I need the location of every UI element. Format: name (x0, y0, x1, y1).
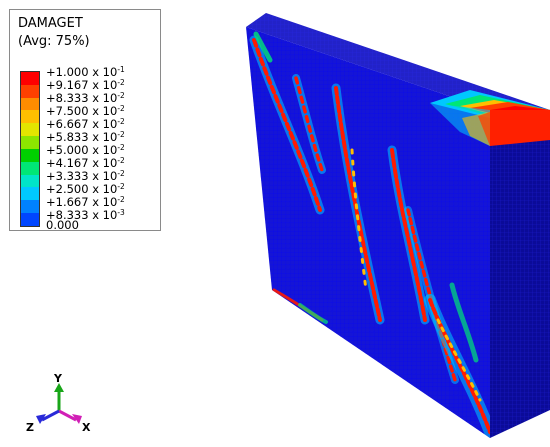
legend-value-labels: +1.000 x 10-1 +9.167 x 10-2 +8.333 x 10-2 +… (46, 63, 158, 232)
legend-value-label: +1.667 x 10-2 (46, 195, 125, 209)
legend-value-label: +1.000 x 10-1 (46, 65, 125, 79)
y-axis-label: Y (53, 372, 63, 385)
legend-swatch (21, 110, 39, 124)
legend-color-bar (20, 71, 40, 227)
plate-model[interactable] (246, 13, 550, 438)
axis-triad: Y X Z (26, 372, 91, 434)
legend-variable-name: DAMAGET (18, 16, 83, 31)
z-axis-arrow (41, 409, 60, 422)
legend-value-label: +5.833 x 10-2 (46, 130, 125, 144)
legend-swatch (21, 148, 39, 162)
corner-damage-zone (430, 90, 550, 146)
legend-value-label: +6.667 x 10-2 (46, 117, 125, 131)
legend-swatch (21, 200, 39, 214)
legend-swatch (21, 213, 39, 226)
z-axis-label: Z (26, 421, 34, 434)
legend-averaging: (Avg: 75%) (18, 34, 90, 49)
legend-swatch (21, 97, 39, 111)
legend-value-label: +9.167 x 10-2 (46, 78, 125, 92)
legend-value-label: +8.333 x 10-3 (46, 208, 125, 222)
legend-value-label: +4.167 x 10-2 (46, 156, 125, 170)
legend-swatch (21, 72, 39, 85)
legend-value-label: 0.000 (46, 218, 79, 232)
x-axis-label: X (82, 421, 91, 434)
contour-legend: DAMAGET (Avg: 75%) +1.000 x 10-1 +9.167 x… (9, 9, 161, 232)
legend-value-label: +3.333 x 10-2 (46, 169, 125, 183)
legend-swatch (21, 136, 39, 149)
legend-swatch (21, 84, 39, 98)
legend-value-label: +7.500 x 10-2 (46, 104, 125, 118)
legend-swatch (21, 123, 39, 137)
crack-bands (249, 31, 490, 438)
legend-value-label: +8.333 x 10-2 (46, 91, 125, 105)
legend-swatch (21, 174, 39, 188)
legend-swatch (21, 187, 39, 201)
legend-value-label: +5.000 x 10-2 (46, 143, 125, 157)
legend-value-label: +2.500 x 10-2 (46, 182, 125, 196)
legend-swatch (21, 161, 39, 175)
x-axis-arrow (58, 409, 77, 422)
